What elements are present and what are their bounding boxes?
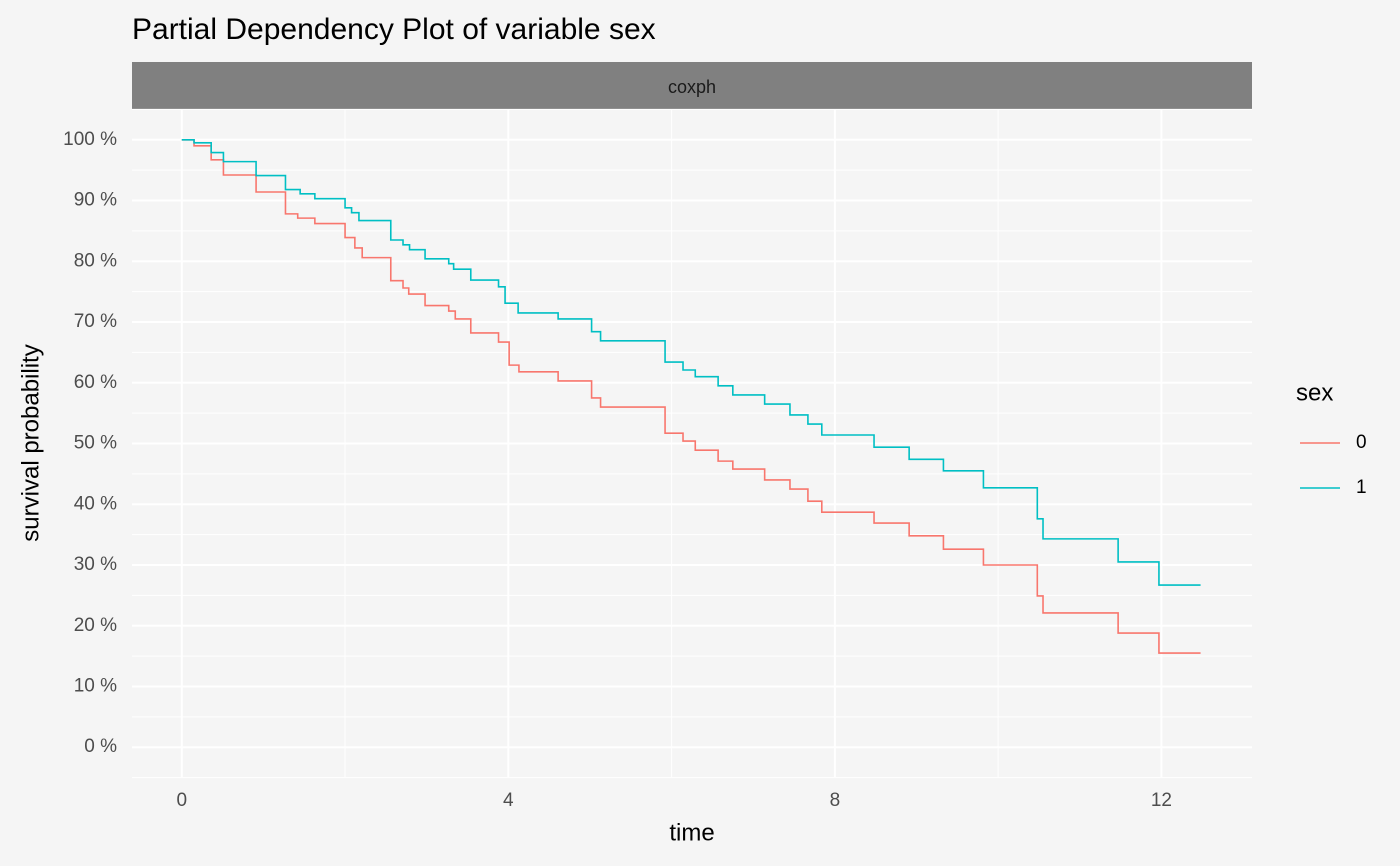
x-tick-label: 4: [503, 790, 514, 811]
y-tick-label: 70 %: [74, 311, 117, 332]
step-line: [181, 138, 1201, 586]
y-tick-label: 100 %: [63, 129, 117, 150]
x-tick-label: 12: [1151, 790, 1172, 811]
legend-label: 0: [1356, 432, 1367, 453]
x-axis-title: time: [669, 819, 714, 846]
legend-title: sex: [1296, 379, 1333, 406]
y-axis-title: survival probability: [17, 344, 44, 541]
chart-title: Partial Dependency Plot of variable sex: [132, 13, 656, 46]
y-tick-label: 50 %: [74, 433, 117, 454]
facet-strip: [132, 62, 1252, 109]
legend-label: 1: [1356, 477, 1367, 498]
y-tick-label: 20 %: [74, 615, 117, 636]
y-tick-label: 60 %: [74, 372, 117, 393]
y-tick-label: 30 %: [74, 554, 117, 575]
step-line: [181, 138, 1201, 654]
y-tick-label: 0 %: [84, 736, 117, 757]
facet-label: coxph: [668, 77, 716, 97]
y-tick-label: 90 %: [74, 190, 117, 211]
x-tick-label: 8: [830, 790, 841, 811]
y-tick-label: 10 %: [74, 676, 117, 697]
y-tick-label: 80 %: [74, 250, 117, 271]
y-tick-label: 40 %: [74, 493, 117, 514]
x-tick-label: 0: [177, 790, 188, 811]
